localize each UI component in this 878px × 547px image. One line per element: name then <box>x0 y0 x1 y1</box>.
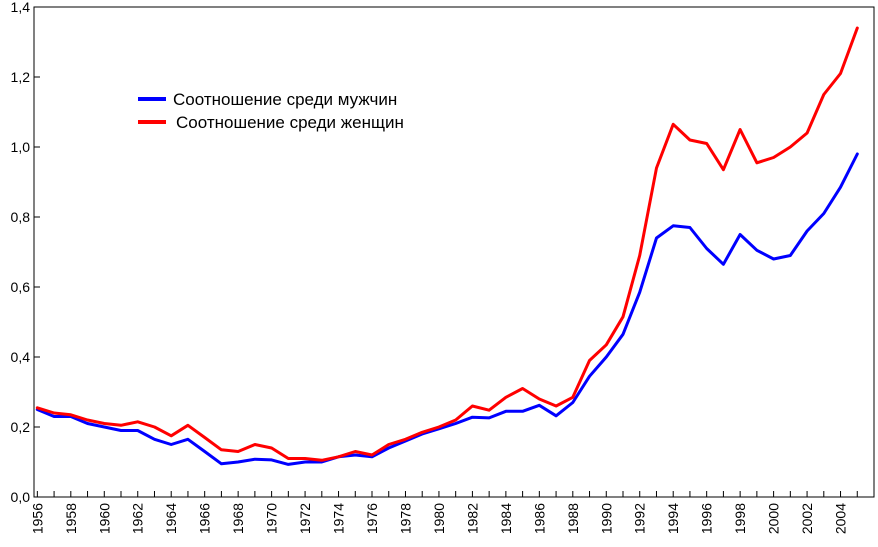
x-tick-label: 2002 <box>799 503 815 534</box>
x-tick-label: 1982 <box>464 503 480 534</box>
y-tick-label: 1,2 <box>11 69 31 85</box>
x-tick-label: 1972 <box>297 503 313 534</box>
x-tick-label: 1970 <box>264 503 280 534</box>
x-tick-label: 1968 <box>230 503 246 534</box>
x-tick-label: 1990 <box>598 503 614 534</box>
y-axis-ticks: 0,0 0,2 0,4 0,6 0,8 1,0 1,2 1,4 <box>11 0 40 505</box>
plot-frame <box>33 6 875 498</box>
y-tick-label: 0,4 <box>11 349 31 365</box>
legend: Соотношение среди мужчин Соотношение сред… <box>138 90 404 132</box>
y-tick-label: 0,0 <box>11 489 31 505</box>
x-tick-label: 1966 <box>197 503 213 534</box>
y-tick-label: 0,2 <box>11 419 31 435</box>
x-tick-label: 1986 <box>531 503 547 534</box>
x-tick-label: 1964 <box>163 503 179 534</box>
x-tick-label: 2004 <box>833 503 849 534</box>
x-tick-label: 1980 <box>431 503 447 534</box>
x-tick-label: 1958 <box>63 503 79 534</box>
y-tick-label: 0,8 <box>11 209 31 225</box>
series-line-0 <box>35 152 859 466</box>
x-tick-label: 2000 <box>766 503 782 534</box>
series-line-1 <box>35 26 859 462</box>
x-tick-label: 1988 <box>565 503 581 534</box>
x-tick-label: 1992 <box>632 503 648 534</box>
y-tick-label: 1,0 <box>11 139 31 155</box>
series-lines <box>35 26 859 466</box>
legend-label: Соотношение среди женщин <box>176 113 404 132</box>
x-tick-label: 1984 <box>498 503 514 534</box>
x-axis-ticks: 1956 1958 1960 1962 1964 1966 1968 1970 1972 1974… <box>29 491 858 534</box>
x-tick-label: 1976 <box>364 503 380 534</box>
x-tick-label: 1978 <box>397 503 413 534</box>
x-tick-label: 1974 <box>331 503 347 534</box>
x-tick-label: 1962 <box>130 503 146 534</box>
y-tick-label: 1,4 <box>11 0 31 15</box>
y-tick-label: 0,6 <box>11 279 31 295</box>
x-tick-label: 1956 <box>29 503 45 534</box>
x-tick-label: 1996 <box>699 503 715 534</box>
legend-label: Соотношение среди мужчин <box>173 90 397 109</box>
x-tick-label: 1998 <box>732 503 748 534</box>
x-tick-label: 1994 <box>665 503 681 534</box>
x-tick-label: 1960 <box>96 503 112 534</box>
